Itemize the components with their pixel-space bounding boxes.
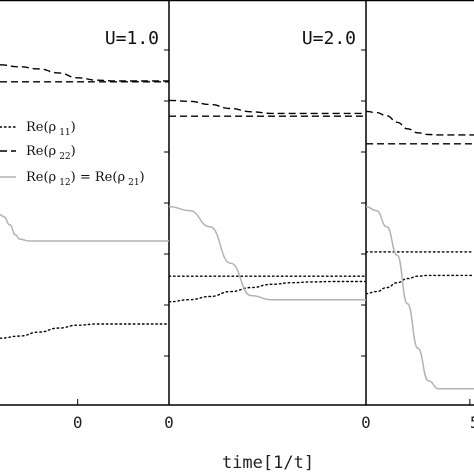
panel-series [0,64,169,339]
x-tick-label: 0 [361,413,371,432]
panel-series [169,99,366,303]
series-line [169,280,366,303]
series-line [169,99,366,115]
x-tick-label: 0 [164,413,174,432]
series-line [366,205,474,390]
panel-frames [0,0,474,406]
series-line [0,64,169,82]
panel-title: U=2.0 [302,28,356,49]
series-line [366,274,474,295]
x-tick-label: 500 [470,413,474,432]
legend-entry: Re(ρ 22) [26,144,76,162]
axis-ticks [77,49,471,405]
x-axis-label: time[1/t] [222,453,314,473]
x-tick-labels: 0 0 0 500 [73,413,474,432]
panel-title: U=1.0 [105,28,159,49]
series-line [0,323,169,339]
legend: Re(ρ 11) Re(ρ 22) Re(ρ 12) = Re(ρ 21) [0,120,145,188]
panel-series [366,110,474,390]
panel-titles: U=1.0 U=2.0 [105,28,356,49]
x-tick-label: 0 [73,413,83,432]
series-line [366,110,474,136]
series-line [0,213,169,242]
legend-entry: Re(ρ 11) [26,120,76,138]
series-line [169,205,366,301]
series-lines [0,64,474,390]
legend-entry: Re(ρ 12) = Re(ρ 21) [26,170,145,188]
